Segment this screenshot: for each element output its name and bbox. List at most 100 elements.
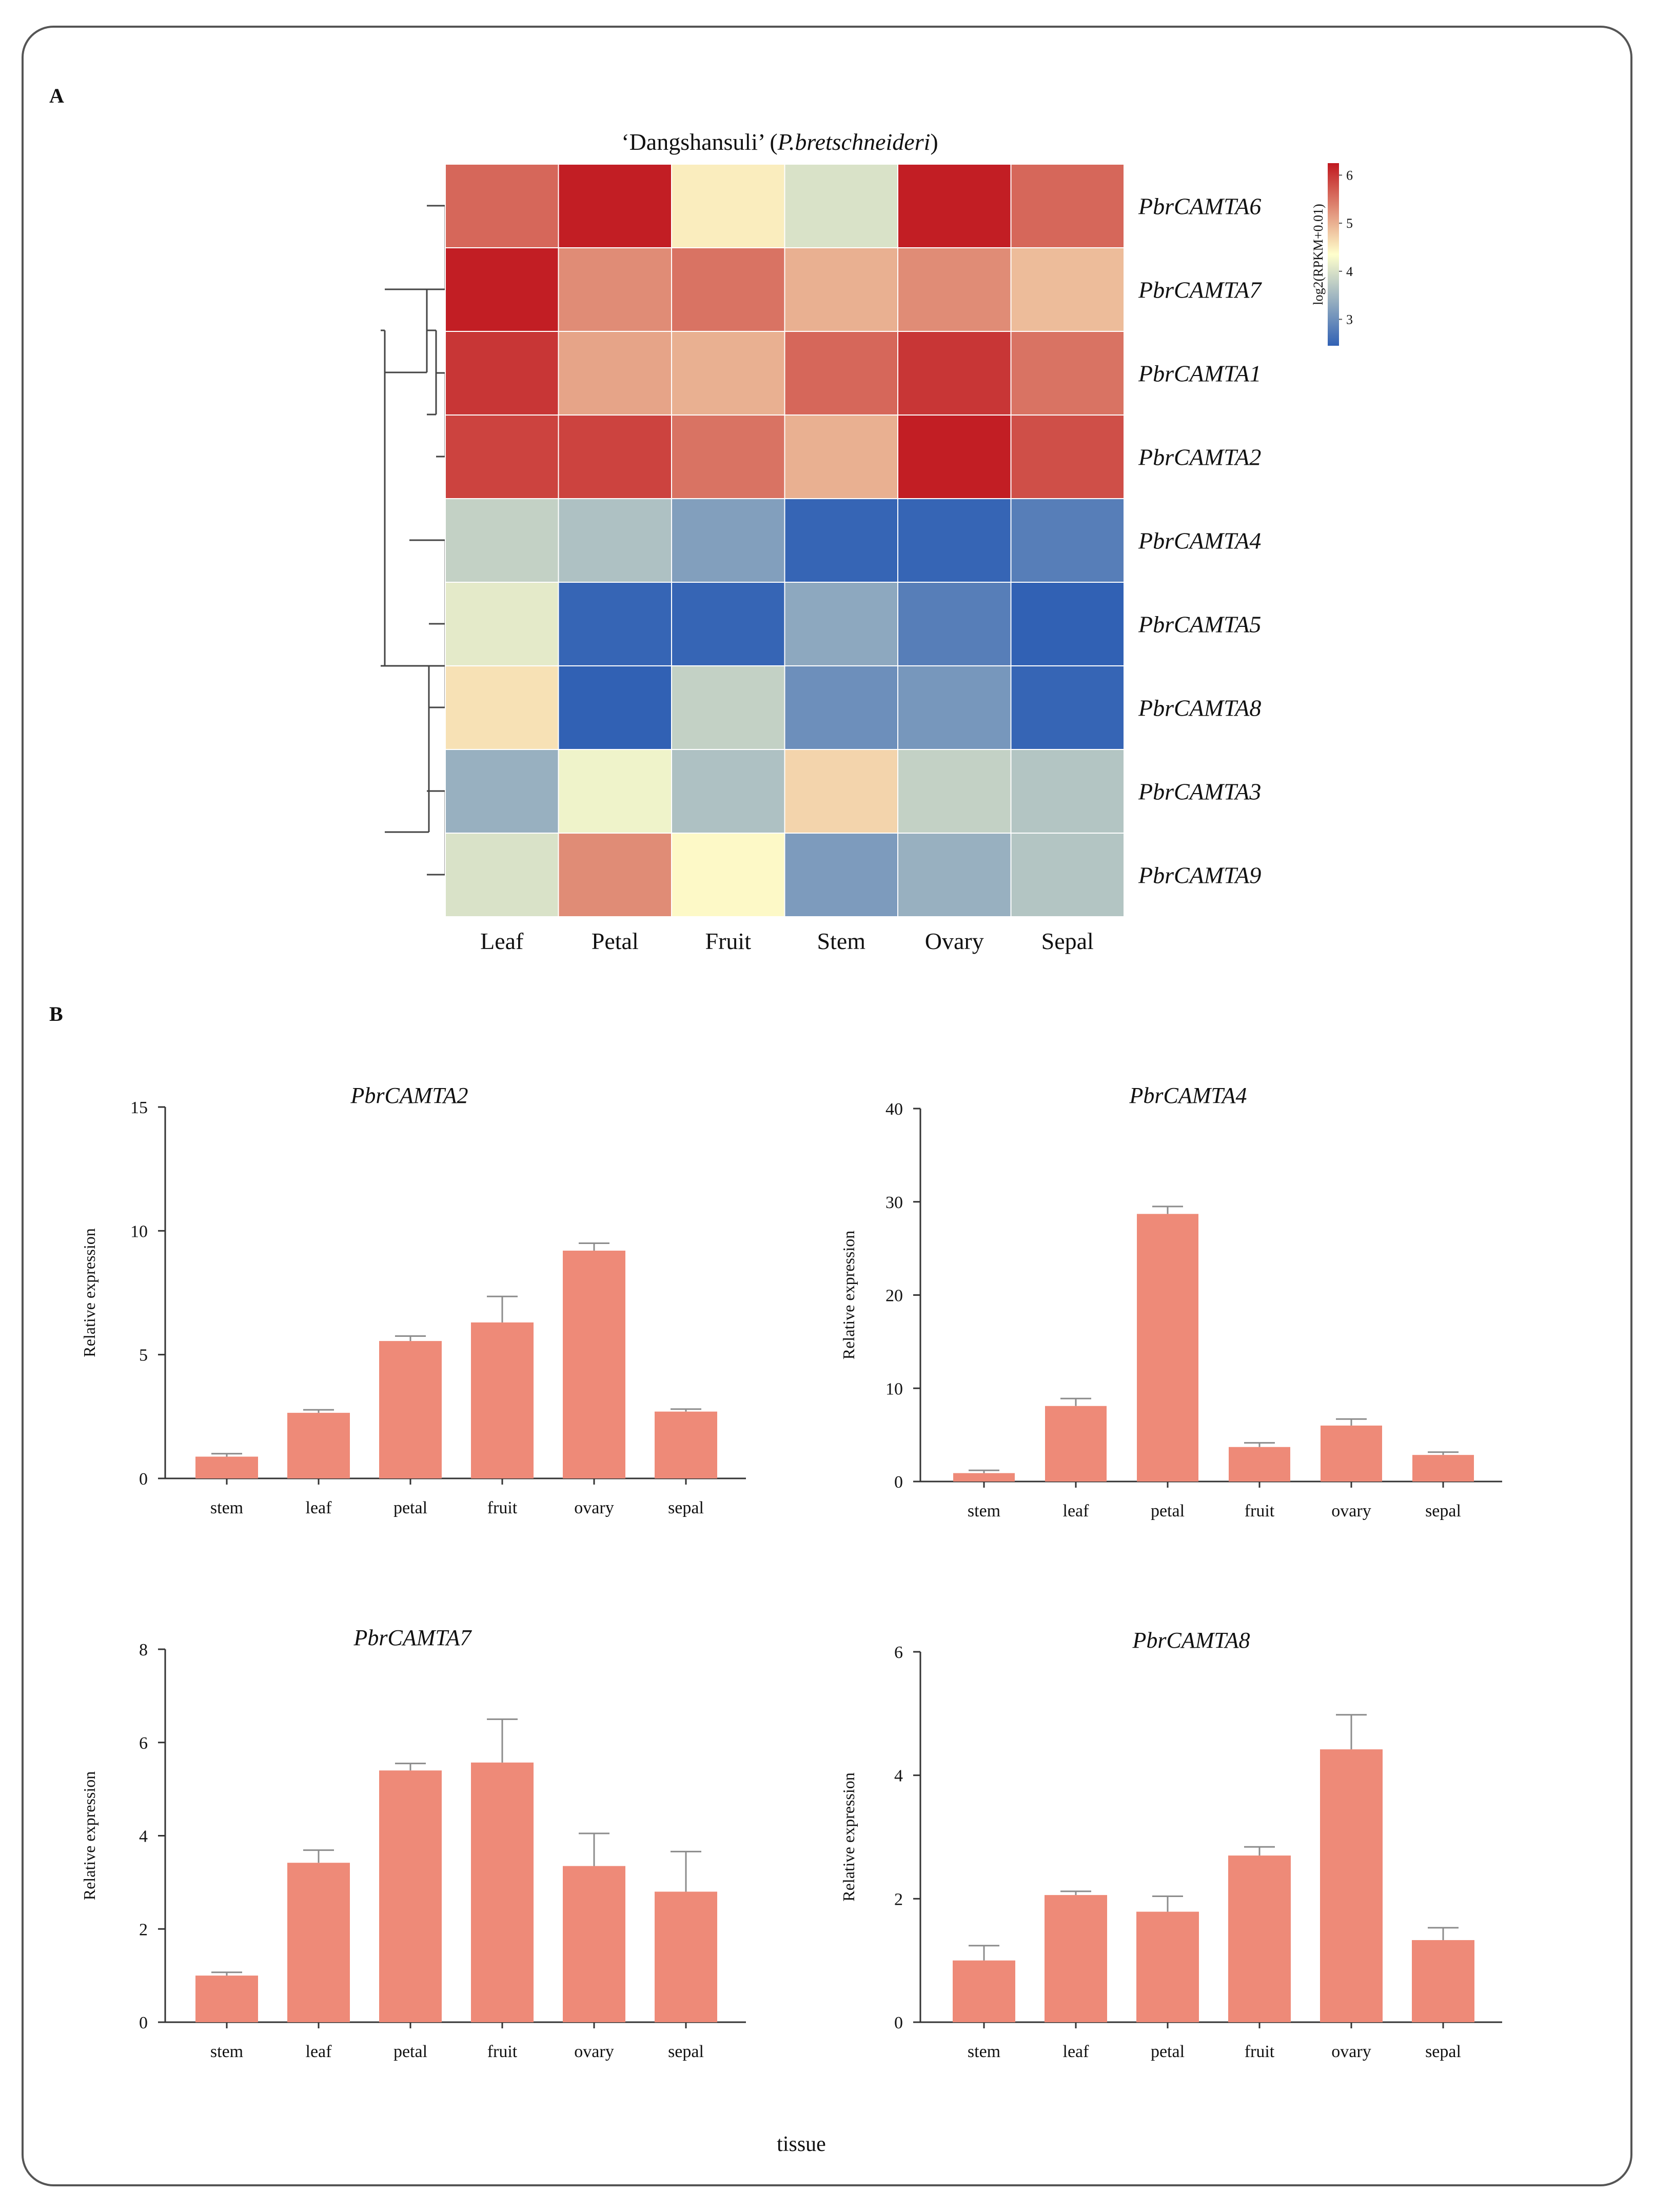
y-tick-label: 8 bbox=[139, 1641, 148, 1660]
x-tick-label: ovary bbox=[574, 1498, 614, 1517]
heatmap-row-label: PbrCAMTA3 bbox=[1138, 779, 1261, 805]
x-tick-label: ovary bbox=[574, 2042, 614, 2061]
y-tick-label: 30 bbox=[885, 1193, 903, 1212]
heatmap-row-label: PbrCAMTA2 bbox=[1138, 444, 1261, 470]
chart-title: PbrCAMTA8 bbox=[1132, 1628, 1250, 1653]
y-tick-label: 4 bbox=[139, 1827, 148, 1846]
bar bbox=[655, 1411, 717, 1478]
heatmap-cell bbox=[897, 247, 1012, 332]
heatmap-cell bbox=[897, 833, 1012, 917]
heatmap-title: ‘Dangshansuli’ (P.bretschneideri) bbox=[621, 129, 938, 155]
heatmap-cell bbox=[897, 582, 1012, 666]
bar bbox=[1045, 1406, 1107, 1482]
heatmap-cell bbox=[558, 749, 672, 834]
shared-x-axis-label: tissue bbox=[777, 2132, 826, 2156]
heatmap-cell bbox=[445, 498, 559, 583]
bar bbox=[1137, 1214, 1198, 1482]
x-tick-label: petal bbox=[1151, 2042, 1185, 2061]
y-tick-label: 2 bbox=[139, 1920, 148, 1939]
heatmap-cell bbox=[671, 331, 785, 416]
heatmap-column-label: Stem bbox=[817, 928, 865, 954]
bar bbox=[195, 1456, 258, 1478]
x-tick-label: ovary bbox=[1331, 1502, 1371, 1520]
x-tick-label: leaf bbox=[1063, 2042, 1090, 2061]
heatmap-column-label: Petal bbox=[592, 928, 639, 954]
heatmap-column-label: Fruit bbox=[705, 928, 752, 954]
y-tick-label: 10 bbox=[130, 1222, 148, 1241]
row-dendrogram bbox=[381, 205, 446, 876]
heatmap-row-label: PbrCAMTA8 bbox=[1138, 695, 1261, 721]
heatmap-cell bbox=[784, 582, 898, 666]
heatmap-cell bbox=[671, 164, 785, 248]
bar bbox=[1136, 1911, 1199, 2022]
colorbar-tick-label: 5 bbox=[1346, 216, 1353, 231]
bar bbox=[1229, 1447, 1290, 1482]
heatmap-cell bbox=[445, 164, 559, 248]
heatmap-cell bbox=[1010, 164, 1125, 248]
bar bbox=[379, 1770, 442, 2022]
bar bbox=[379, 1341, 442, 1478]
heatmap-cell bbox=[671, 414, 785, 499]
y-axis-label: Relative expression bbox=[80, 1771, 99, 1900]
heatmap-row-label: PbrCAMTA7 bbox=[1138, 277, 1262, 303]
y-tick-label: 0 bbox=[139, 2013, 148, 2032]
y-tick-label: 6 bbox=[894, 1643, 903, 1662]
heatmap-cell bbox=[784, 331, 898, 416]
heatmap-cell bbox=[1010, 582, 1125, 666]
bar bbox=[287, 1413, 350, 1478]
y-tick-label: 4 bbox=[894, 1767, 903, 1786]
colorbar-ticks: 3 4 5 6 bbox=[1339, 168, 1353, 327]
x-tick-label: fruit bbox=[1245, 2042, 1275, 2061]
heatmap-cell bbox=[897, 414, 1012, 499]
heatmap-row-label: PbrCAMTA6 bbox=[1138, 193, 1261, 220]
chart-title: PbrCAMTA4 bbox=[1129, 1083, 1247, 1108]
x-tick-label: stem bbox=[968, 1502, 1000, 1520]
heatmap-cell bbox=[784, 833, 898, 917]
heatmap-cell bbox=[784, 414, 898, 499]
heatmap-cell bbox=[897, 164, 1012, 248]
bar bbox=[1045, 1895, 1107, 2022]
heatmap-row-label: PbrCAMTA5 bbox=[1138, 611, 1261, 638]
bar-chart-pbrcamta8: PbrCAMTA8 Relative expression 0 2 4 6 stem leaf… bbox=[839, 1628, 1502, 2061]
heatmap-cell bbox=[784, 247, 898, 332]
colorbar-gradient bbox=[1328, 163, 1339, 346]
x-tick-label: stem bbox=[210, 2042, 243, 2061]
panel-label-b: B bbox=[49, 1002, 63, 1025]
heatmap-cell bbox=[558, 582, 672, 666]
heatmap-cell bbox=[784, 749, 898, 834]
bar bbox=[287, 1863, 350, 2022]
bar bbox=[471, 1322, 534, 1478]
heatmap-cell bbox=[445, 331, 559, 416]
heatmap-cell bbox=[784, 665, 898, 750]
bar bbox=[953, 1960, 1015, 2022]
colorbar-tick-label: 4 bbox=[1346, 264, 1353, 279]
x-tick-label: leaf bbox=[1063, 1502, 1090, 1520]
x-tick-label: petal bbox=[393, 1498, 427, 1517]
y-tick-label: 0 bbox=[139, 1470, 148, 1489]
y-tick-label: 2 bbox=[894, 1890, 903, 1909]
heatmap-cell bbox=[671, 582, 785, 666]
heatmap-cell bbox=[558, 665, 672, 750]
bar bbox=[1228, 1855, 1291, 2022]
heatmap-cell bbox=[897, 665, 1012, 750]
heatmap-column-label: Leaf bbox=[480, 928, 524, 954]
heatmap-title-suffix: ) bbox=[930, 129, 938, 155]
heatmap-cell bbox=[558, 331, 672, 416]
heatmap-cell bbox=[445, 749, 559, 834]
x-tick-label: ovary bbox=[1331, 2042, 1371, 2061]
x-tick-label: fruit bbox=[487, 2042, 518, 2061]
y-axis-label: Relative expression bbox=[80, 1228, 99, 1357]
heatmap-grid bbox=[445, 164, 1125, 917]
bar bbox=[563, 1866, 625, 2022]
x-tick-label: sepal bbox=[668, 2042, 704, 2061]
y-tick-label: 40 bbox=[885, 1100, 903, 1119]
bar bbox=[195, 1976, 258, 2022]
colorbar: log2(RPKM+0.01) 3 4 5 6 bbox=[1311, 163, 1353, 346]
dendrogram-branch bbox=[427, 329, 437, 416]
dendrogram-branch bbox=[385, 288, 428, 373]
heatmap-cell bbox=[445, 833, 559, 917]
dendrogram-branch bbox=[381, 329, 386, 667]
heatmap-cell bbox=[1010, 665, 1125, 750]
figure-border bbox=[22, 26, 1632, 2186]
